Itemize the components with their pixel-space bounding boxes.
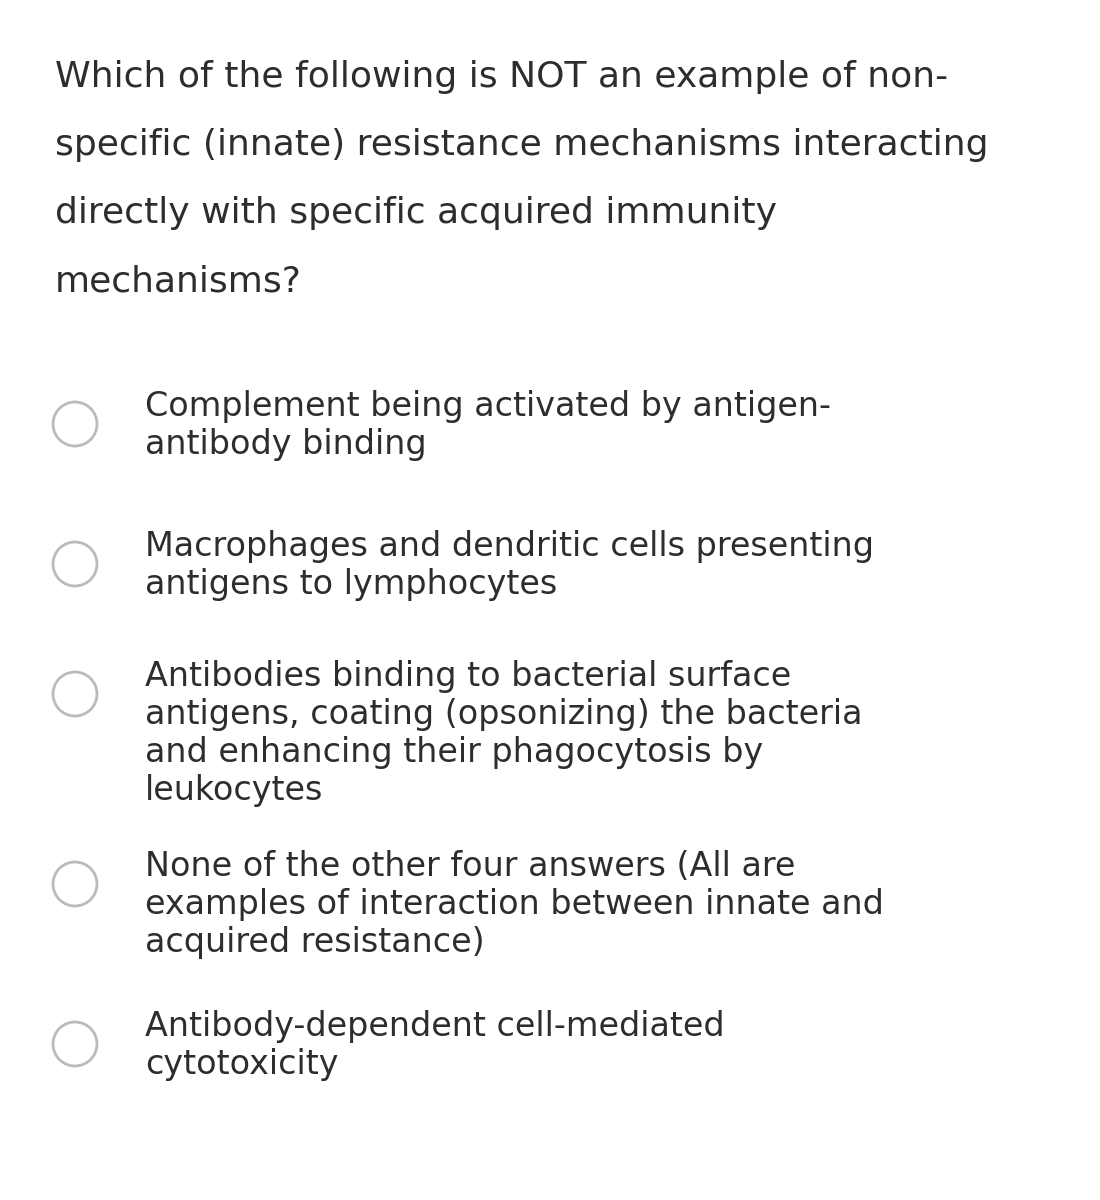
Text: None of the other four answers (All are: None of the other four answers (All are	[145, 850, 795, 883]
Text: mechanisms?: mechanisms?	[55, 264, 301, 298]
Text: antigens to lymphocytes: antigens to lymphocytes	[145, 568, 558, 601]
Text: Macrophages and dendritic cells presenting: Macrophages and dendritic cells presenti…	[145, 530, 875, 563]
Circle shape	[53, 542, 97, 586]
Circle shape	[53, 1022, 97, 1066]
Text: examples of interaction between innate and: examples of interaction between innate a…	[145, 888, 884, 922]
Circle shape	[53, 862, 97, 906]
Text: Which of the following is NOT an example of non-: Which of the following is NOT an example…	[55, 60, 948, 94]
Text: cytotoxicity: cytotoxicity	[145, 1048, 339, 1081]
Text: Antibody-dependent cell-mediated: Antibody-dependent cell-mediated	[145, 1010, 725, 1043]
Text: and enhancing their phagocytosis by: and enhancing their phagocytosis by	[145, 736, 763, 769]
Text: acquired resistance): acquired resistance)	[145, 926, 485, 959]
Text: specific (innate) resistance mechanisms interacting: specific (innate) resistance mechanisms …	[55, 128, 989, 162]
Circle shape	[53, 672, 97, 716]
Text: Antibodies binding to bacterial surface: Antibodies binding to bacterial surface	[145, 660, 791, 692]
Circle shape	[53, 402, 97, 446]
Text: leukocytes: leukocytes	[145, 774, 323, 806]
Text: antibody binding: antibody binding	[145, 428, 427, 461]
Text: antigens, coating (opsonizing) the bacteria: antigens, coating (opsonizing) the bacte…	[145, 698, 862, 731]
Text: Complement being activated by antigen-: Complement being activated by antigen-	[145, 390, 830, 422]
Text: directly with specific acquired immunity: directly with specific acquired immunity	[55, 196, 777, 230]
